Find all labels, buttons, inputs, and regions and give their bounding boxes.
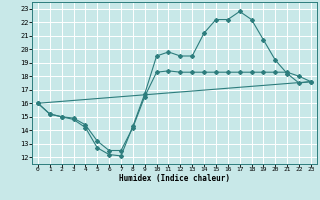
X-axis label: Humidex (Indice chaleur): Humidex (Indice chaleur) — [119, 174, 230, 183]
